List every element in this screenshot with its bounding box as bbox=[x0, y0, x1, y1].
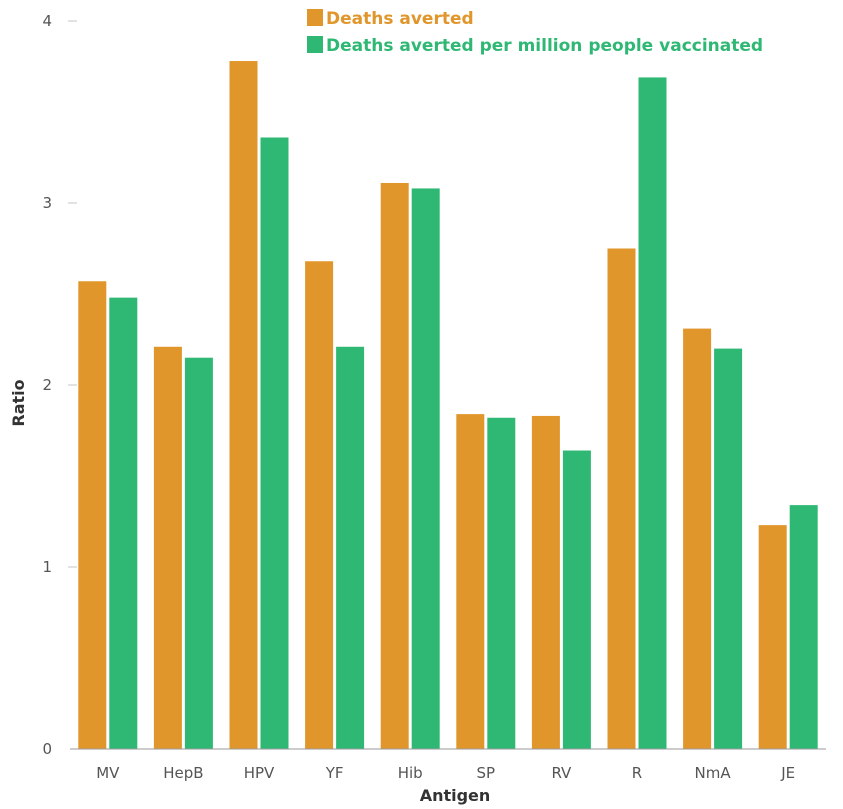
x-axis: MV HepB HPV YF Hib SP RV R NmA JE bbox=[96, 764, 795, 782]
bar-deaths-averted-yf bbox=[305, 261, 334, 749]
bar-deaths-averted-hpv bbox=[229, 61, 258, 750]
y-tick-label: 1 bbox=[42, 558, 52, 576]
bar-deaths-averted-hib bbox=[380, 182, 409, 750]
y-tick-label: 0 bbox=[42, 740, 52, 758]
bar-deaths-averted-per-million-yf bbox=[336, 346, 365, 749]
bar-deaths-averted-sp bbox=[456, 414, 485, 749]
x-tick-label: R bbox=[632, 764, 642, 782]
x-tick-label: JE bbox=[780, 764, 795, 782]
y-axis: 0 1 2 3 4 bbox=[42, 12, 77, 758]
bar-deaths-averted-hepb bbox=[153, 346, 182, 749]
bar-deaths-averted-per-million-hib bbox=[411, 188, 440, 749]
bar-deaths-averted-per-million-r bbox=[638, 77, 667, 750]
legend-label-deaths-averted-per-million: Deaths averted per million people vaccin… bbox=[326, 36, 763, 56]
y-tick-label: 4 bbox=[42, 12, 52, 30]
legend-swatch-deaths-averted bbox=[307, 9, 323, 26]
bar-deaths-averted-r bbox=[607, 248, 636, 749]
bar-deaths-averted-per-million-hpv bbox=[260, 137, 289, 750]
bar-deaths-averted-rv bbox=[531, 415, 560, 749]
y-tick-label: 3 bbox=[42, 194, 52, 212]
legend: Deaths averted Deaths averted per millio… bbox=[307, 9, 763, 56]
x-tick-label: HepB bbox=[163, 764, 203, 782]
bar-deaths-averted-per-million-hepb bbox=[184, 357, 213, 749]
bar-group bbox=[78, 61, 818, 750]
x-tick-label: MV bbox=[96, 764, 120, 782]
x-tick-label: SP bbox=[477, 764, 496, 782]
legend-swatch-deaths-averted-per-million bbox=[307, 36, 323, 53]
x-axis-title: Antigen bbox=[420, 786, 491, 805]
x-tick-label: Hib bbox=[398, 764, 423, 782]
legend-label-deaths-averted: Deaths averted bbox=[326, 9, 474, 29]
bar-deaths-averted-per-million-mv bbox=[109, 297, 138, 749]
x-tick-label: HPV bbox=[244, 764, 275, 782]
bar-deaths-averted-per-million-rv bbox=[562, 450, 591, 749]
bar-deaths-averted-je bbox=[758, 525, 787, 749]
x-tick-label: NmA bbox=[695, 764, 732, 782]
x-tick-label: YF bbox=[325, 764, 344, 782]
bar-deaths-averted-mv bbox=[78, 281, 107, 749]
bar-deaths-averted-per-million-nma bbox=[714, 348, 743, 749]
y-axis-title: Ratio bbox=[9, 379, 28, 426]
bar-deaths-averted-nma bbox=[683, 328, 712, 749]
bar-deaths-averted-per-million-sp bbox=[487, 417, 516, 749]
x-tick-label: RV bbox=[551, 764, 572, 782]
y-tick-label: 2 bbox=[42, 376, 52, 394]
bar-deaths-averted-per-million-je bbox=[789, 505, 818, 749]
